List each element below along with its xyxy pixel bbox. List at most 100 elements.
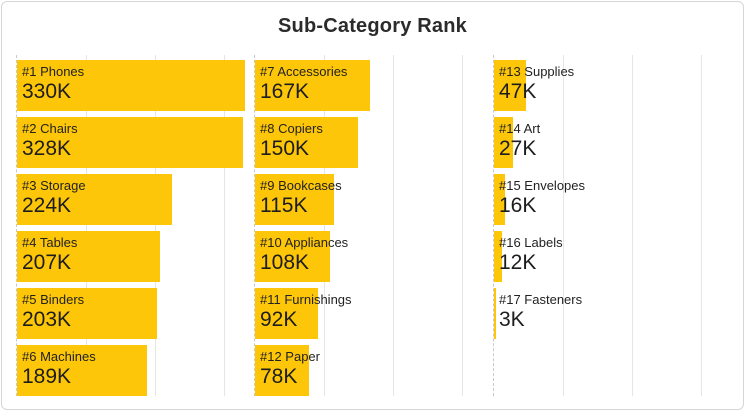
bar-copiers[interactable] (255, 117, 358, 168)
bar-chairs[interactable] (17, 117, 243, 168)
bar-rank-category-label: #17 Fasteners (499, 292, 583, 307)
bar-text: #6 Machines 189K (22, 348, 96, 389)
bar-row: #9 Bookcases 115K (255, 174, 494, 225)
chart-pane: #7 Accessories 167K #8 Copiers 150K #9 B… (254, 55, 494, 396)
bar-text: #5 Binders 203K (22, 291, 84, 332)
bar-value-label: 108K (260, 251, 310, 274)
gridline-200k (393, 55, 394, 396)
bar-value-label: 3K (499, 308, 525, 331)
bar-rank-category-label: #4 Tables (22, 235, 78, 250)
bar-row: #6 Machines 189K (17, 345, 256, 396)
bar-rank-category-label: #1 Phones (22, 64, 85, 79)
bar-value-label: 92K (260, 308, 298, 331)
chart-pane: #13 Supplies 47K #14 Art 27K #15 Envelop… (493, 55, 733, 396)
bar-bookcases[interactable] (255, 174, 334, 225)
bar-rank-category-label: #16 Labels (499, 235, 563, 250)
bar-row: #17 Fasteners 3K (494, 288, 733, 339)
bar-furnishings[interactable] (255, 288, 318, 339)
bar-rank-category-label: #7 Accessories (260, 64, 348, 79)
bar-text: #13 Supplies 47K (499, 63, 574, 104)
bar-row: #4 Tables 207K (17, 231, 256, 282)
bar-value-label: 167K (260, 80, 310, 103)
bar-row: #15 Envelopes 16K (494, 174, 733, 225)
bar-phones[interactable] (17, 60, 245, 111)
bar-value-label: 203K (22, 308, 72, 331)
bar-text: #8 Copiers 150K (260, 120, 323, 161)
bar-row: #3 Storage 224K (17, 174, 256, 225)
gridline-300k (701, 55, 702, 396)
bar-rank-category-label: #14 Art (499, 121, 541, 136)
bar-art[interactable] (494, 117, 513, 168)
gridline-100k (563, 55, 564, 396)
bar-row: #7 Accessories 167K (255, 60, 494, 111)
bar-rank-category-label: #3 Storage (22, 178, 86, 193)
bar-envelopes[interactable] (494, 174, 505, 225)
bar-labels[interactable] (494, 231, 502, 282)
bar-rank-category-label: #13 Supplies (499, 64, 575, 79)
bar-value-label: 27K (499, 137, 537, 160)
bar-value-label: 328K (22, 137, 72, 160)
bar-value-label: 189K (22, 365, 72, 388)
bar-rank-category-label: #15 Envelopes (499, 178, 586, 193)
bar-rank-category-label: #9 Bookcases (260, 178, 342, 193)
bar-value-label: 207K (22, 251, 72, 274)
bar-rank-category-label: #6 Machines (22, 349, 96, 364)
bar-binders[interactable] (17, 288, 157, 339)
bar-storage[interactable] (17, 174, 172, 225)
bar-value-label: 224K (22, 194, 72, 217)
bar-row: #13 Supplies 47K (494, 60, 733, 111)
bar-value-label: 115K (260, 194, 308, 217)
bar-appliances[interactable] (255, 231, 330, 282)
bar-rank-category-label: #10 Appliances (260, 235, 349, 250)
bar-row: #2 Chairs 328K (17, 117, 256, 168)
bar-row: #10 Appliances 108K (255, 231, 494, 282)
bar-value-label: 16K (499, 194, 537, 217)
bar-row: #1 Phones 330K (17, 60, 256, 111)
bar-fasteners[interactable] (494, 288, 496, 339)
bar-text: #4 Tables 207K (22, 234, 77, 275)
page-title: Sub-Category Rank (278, 15, 467, 37)
bar-text: #9 Bookcases 115K (260, 177, 342, 218)
gridline-100k (86, 55, 87, 396)
bar-row: #5 Binders 203K (17, 288, 256, 339)
bar-text: #11 Furnishings 92K (260, 291, 352, 332)
bar-text: #10 Appliances 108K (260, 234, 348, 275)
gridline-200k (632, 55, 633, 396)
bar-row: #16 Labels 12K (494, 231, 733, 282)
gridline-300k (224, 55, 225, 396)
bar-text: #1 Phones 330K (22, 63, 84, 104)
bar-text: #3 Storage 224K (22, 177, 86, 218)
bar-rank-category-label: #8 Copiers (260, 121, 323, 136)
gridline-200k (155, 55, 156, 396)
bar-text: #14 Art 27K (499, 120, 540, 161)
chart-pane: #1 Phones 330K #2 Chairs 328K #3 Storage… (16, 55, 256, 396)
bar-accessories[interactable] (255, 60, 370, 111)
bar-rank-category-label: #2 Chairs (22, 121, 78, 136)
bar-value-label: 47K (499, 80, 537, 103)
bar-row: #8 Copiers 150K (255, 117, 494, 168)
bar-value-label: 330K (22, 80, 72, 103)
bar-machines[interactable] (17, 345, 147, 396)
bar-supplies[interactable] (494, 60, 526, 111)
bar-text: #17 Fasteners 3K (499, 291, 582, 332)
bar-text: #15 Envelopes 16K (499, 177, 585, 218)
bar-text: #16 Labels 12K (499, 234, 563, 275)
bar-rank-category-label: #12 Paper (260, 349, 320, 364)
bar-value-label: 150K (260, 137, 310, 160)
bar-tables[interactable] (17, 231, 160, 282)
bar-row: #11 Furnishings 92K (255, 288, 494, 339)
bar-paper[interactable] (255, 345, 309, 396)
bar-rank-category-label: #11 Furnishings (260, 292, 352, 307)
bar-text: #12 Paper 78K (260, 348, 320, 389)
bar-value-label: 12K (499, 251, 537, 274)
bar-rank-category-label: #5 Binders (22, 292, 85, 307)
bar-text: #2 Chairs 328K (22, 120, 78, 161)
bar-value-label: 78K (260, 365, 298, 388)
bar-row: #12 Paper 78K (255, 345, 494, 396)
gridline-300k (462, 55, 463, 396)
bar-text: #7 Accessories 167K (260, 63, 347, 104)
gridline-100k (324, 55, 325, 396)
bar-row: #14 Art 27K (494, 117, 733, 168)
